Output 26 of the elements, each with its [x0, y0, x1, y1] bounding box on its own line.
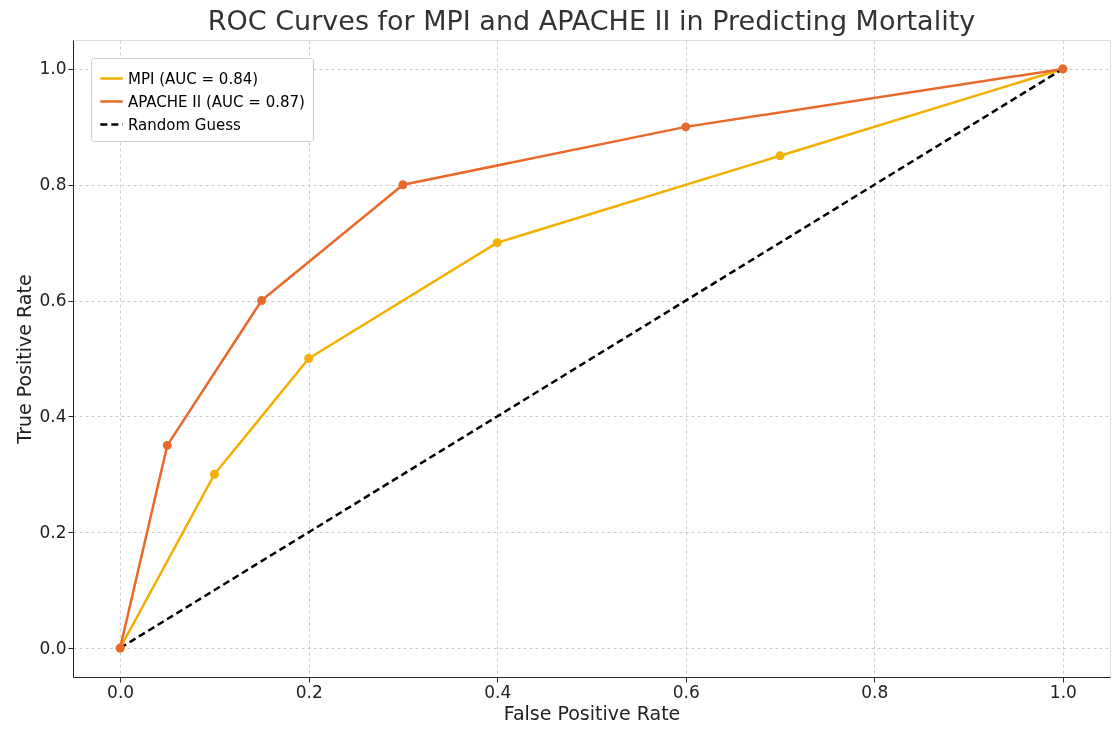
y-tick-label: 0.6	[39, 290, 67, 311]
x-tick-label: 0.2	[295, 681, 323, 702]
chart-title: ROC Curves for MPI and APACHE II in Predicting Mortality	[207, 5, 976, 36]
point	[304, 354, 314, 363]
y-tick-label: 0.8	[39, 174, 67, 195]
legend-label: Random Guess	[128, 115, 242, 134]
point	[398, 180, 408, 190]
x-tick-label: 0.8	[861, 681, 889, 702]
y-axis-title: True Positive Rate	[13, 274, 36, 445]
y-tick-label: 0.2	[39, 521, 67, 542]
x-tick-label: 0.6	[672, 681, 700, 702]
point	[257, 296, 267, 306]
x-axis-title: False Positive Rate	[503, 701, 681, 724]
x-tick-label: 0.4	[484, 681, 512, 702]
point	[775, 151, 785, 161]
y-tick-label: 0.4	[39, 405, 67, 426]
x-tick-label: 0.0	[107, 681, 135, 702]
y-tick-label: 1.0	[39, 58, 67, 79]
x-tick-label: 1.0	[1049, 681, 1077, 702]
y-tick-label: 0.0	[39, 637, 67, 658]
legend-label: APACHE II (AUC = 0.87)	[128, 92, 305, 111]
point	[209, 469, 219, 479]
point	[162, 440, 172, 450]
legend-label: MPI (AUC = 0.84)	[128, 69, 259, 88]
point	[681, 122, 691, 132]
point	[492, 238, 502, 248]
